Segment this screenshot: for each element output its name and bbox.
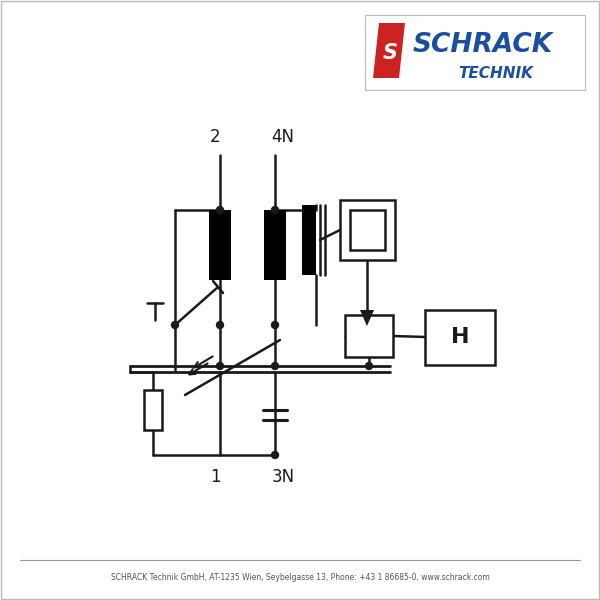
Bar (264, 210, 286, 280)
Bar (425, 310, 495, 365)
Text: 1: 1 (209, 468, 220, 486)
Bar (209, 210, 231, 280)
Bar (302, 205, 316, 275)
Circle shape (172, 322, 179, 329)
Text: SCHRACK Technik GmbH, AT-1235 Wien, Seybelgasse 13, Phone: +43 1 86685-0, www.sc: SCHRACK Technik GmbH, AT-1235 Wien, Seyb… (110, 574, 490, 583)
Text: 2: 2 (209, 128, 220, 146)
Text: 4N: 4N (271, 128, 295, 146)
Bar (345, 315, 393, 357)
Bar (350, 210, 385, 250)
Text: S: S (383, 43, 398, 63)
Circle shape (271, 206, 278, 214)
Circle shape (365, 362, 373, 370)
Polygon shape (360, 310, 374, 326)
Polygon shape (373, 23, 405, 78)
Circle shape (217, 322, 223, 329)
Circle shape (217, 206, 223, 214)
Text: SCHRACK: SCHRACK (413, 32, 553, 58)
Bar (144, 390, 162, 430)
Bar (365, 15, 585, 90)
Circle shape (271, 451, 278, 458)
Circle shape (271, 362, 278, 370)
Text: TECHNIK: TECHNIK (458, 65, 533, 80)
Text: H: H (451, 327, 469, 347)
Circle shape (271, 322, 278, 329)
Bar (340, 200, 395, 260)
Circle shape (217, 362, 223, 370)
Text: 3N: 3N (271, 468, 295, 486)
